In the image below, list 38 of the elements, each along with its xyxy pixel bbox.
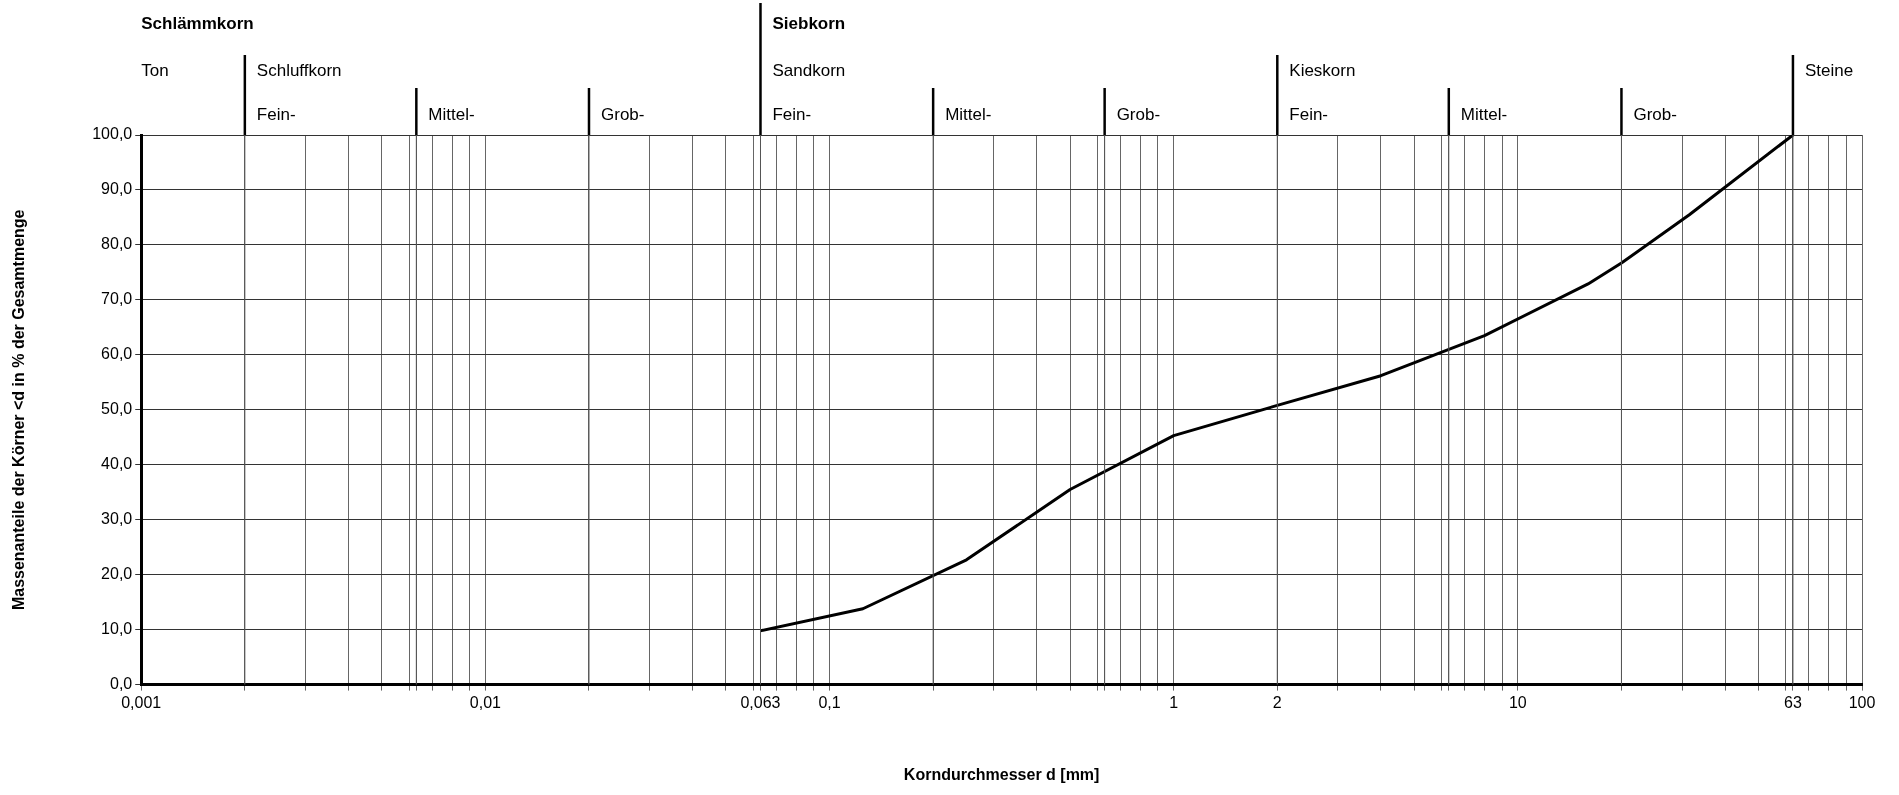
x-tick-label: 1 (1169, 693, 1179, 711)
annotation: Kieskorn (1289, 60, 1356, 80)
ref-line-label: Grob- (1116, 104, 1161, 124)
ref-line-label: Mittel- (1460, 104, 1508, 124)
y-tick-label: 10,0 (101, 620, 133, 638)
x-tick-label: 63 (1784, 693, 1802, 711)
ref-line-label: Mittel- (945, 104, 992, 124)
y-axis-title: Massenanteile der Körner <d in % der Gesamtmenge (10, 209, 28, 611)
x-tick-label: 2 (1272, 693, 1282, 711)
y-tick-label: 0,0 (109, 675, 133, 693)
ref-line-label: Grob- (1633, 104, 1677, 124)
ref-line-label: Mittel- (428, 104, 475, 124)
y-tick-label: 40,0 (101, 455, 133, 473)
annotation: Schluffkorn (256, 60, 342, 80)
x-tick-label: 10 (1508, 693, 1527, 711)
y-tick-label: 30,0 (101, 510, 133, 528)
y-tick-label: 50,0 (101, 400, 133, 418)
x-tick-label: 0,01 (469, 693, 502, 711)
text: Ton (141, 60, 169, 80)
y-tick-label: 100,0 (92, 125, 133, 143)
x-tick-label: 100 (1848, 693, 1876, 711)
y-tick-label: 90,0 (101, 180, 133, 198)
ref-line-label: Fein- (256, 104, 296, 124)
text: Schlämmkorn (141, 13, 254, 33)
x-tick-label: 0,063 (740, 693, 781, 711)
annotation: Sandkorn (772, 60, 846, 80)
x-tick-label: 0,001 (121, 693, 162, 711)
y-tick-label: 70,0 (101, 290, 133, 308)
ref-line-label: Fein- (1289, 104, 1329, 124)
x-tick-label: 0,1 (818, 693, 841, 711)
annotation: Siebkorn (772, 13, 846, 33)
y-tick-label: 80,0 (101, 235, 133, 253)
y-tick-label: 20,0 (101, 565, 133, 583)
ref-line-label: Grob- (600, 104, 645, 124)
x-axis-title: Korndurchmesser d [mm] (903, 765, 1100, 783)
y-tick-label: 60,0 (101, 345, 133, 363)
ref-line-label: Steine (1804, 60, 1854, 80)
ref-line-label: Fein- (772, 104, 812, 124)
